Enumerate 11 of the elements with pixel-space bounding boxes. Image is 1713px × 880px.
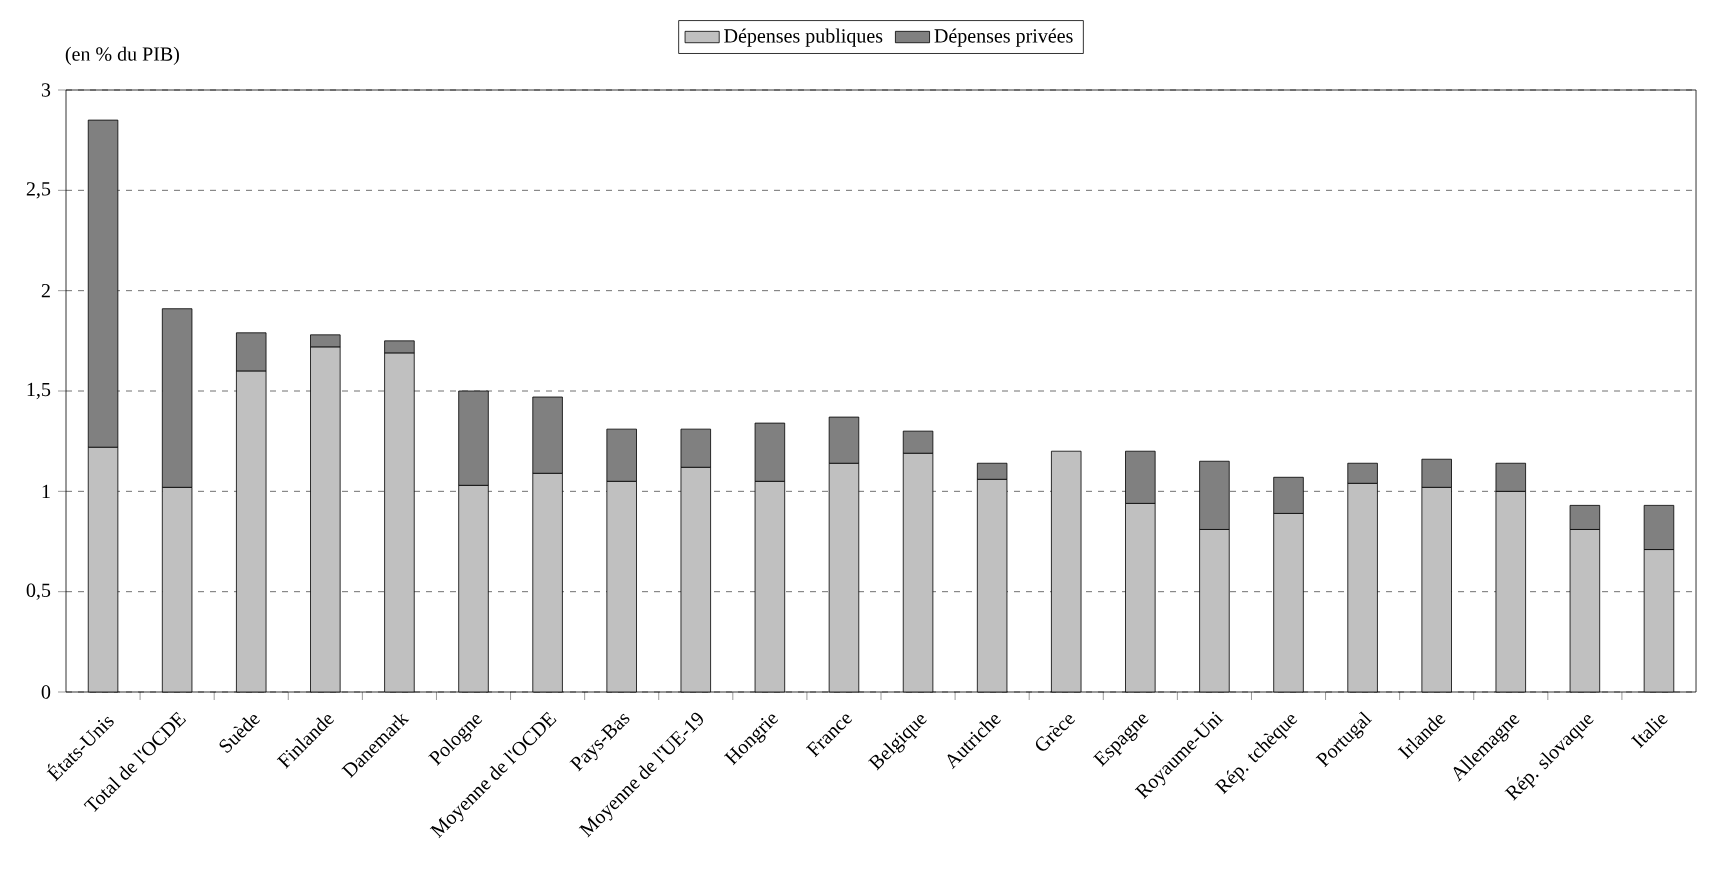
y-axis-title: (en % du PIB)	[65, 46, 179, 65]
y-tick-label: 2,5	[26, 182, 51, 199]
y-tick-label: 1,5	[27, 382, 51, 400]
y-tick-label: 0	[41, 685, 51, 699]
y-tick-label: 0,5	[26, 583, 51, 600]
legend-label: Dépenses publiques	[724, 28, 883, 47]
y-tick-label: 1	[42, 484, 50, 498]
x-tick-label: Italie	[1630, 714, 1668, 749]
y-tick-label: 3	[41, 83, 51, 97]
y-tick-label: 2	[41, 284, 50, 298]
legend-label: Dépenses privées	[934, 28, 1073, 47]
